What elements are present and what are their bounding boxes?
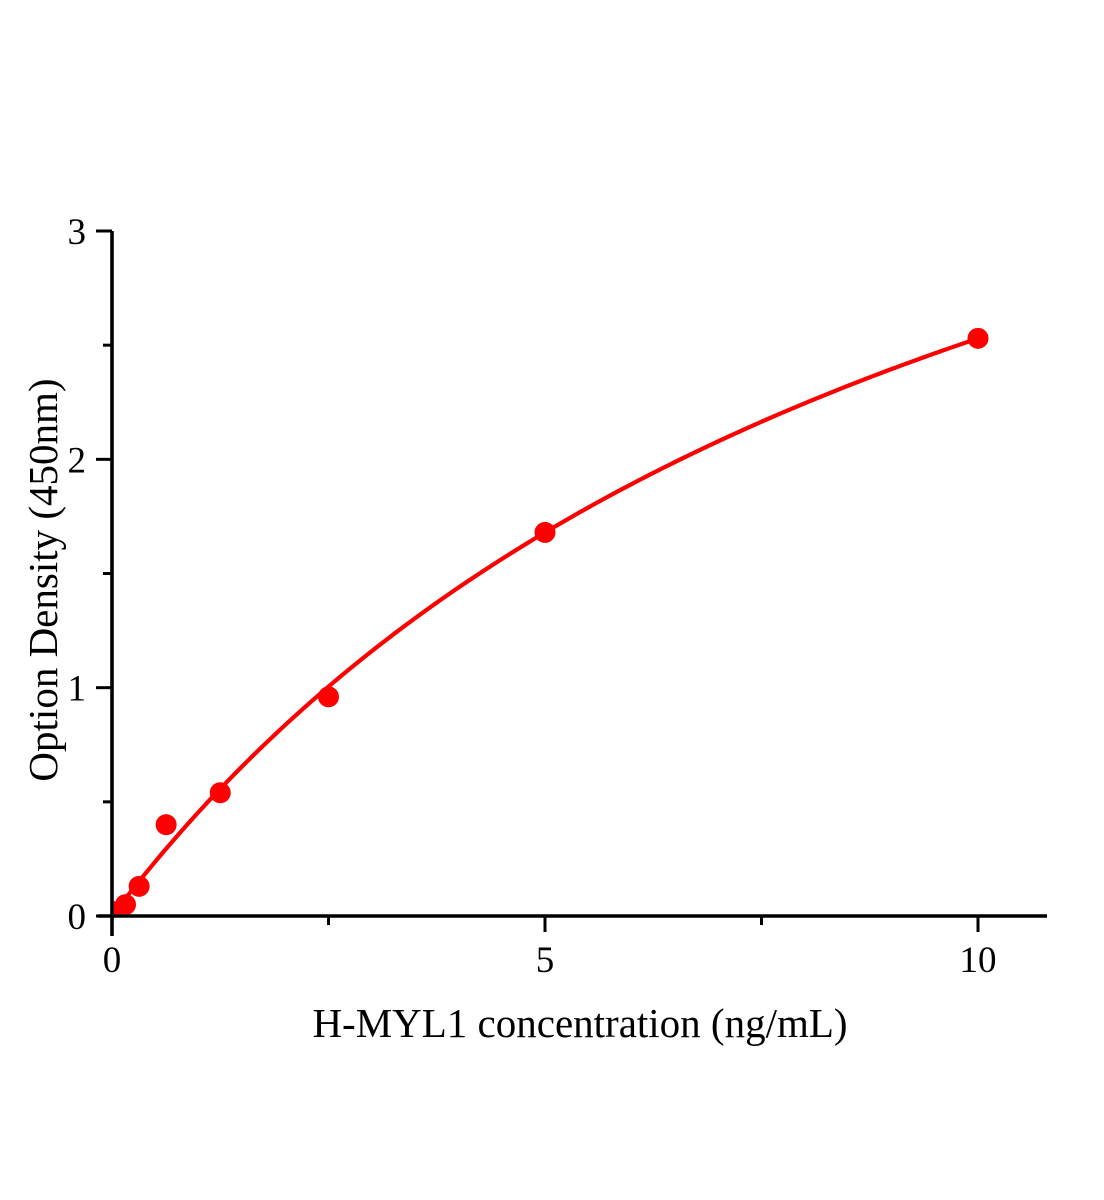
y-tick-label: 1 [68, 669, 87, 710]
x-axis-title: H-MYL1 concentration (ng/mL) [312, 1000, 848, 1046]
x-tick-label: 0 [103, 940, 122, 981]
data-point [128, 875, 150, 897]
x-tick-label: 10 [960, 940, 997, 981]
x-tick-label: 5 [536, 940, 555, 981]
y-axis-title: Option Density (450nm) [20, 378, 66, 782]
tick-marks [96, 229, 980, 932]
y-tick-label: 0 [68, 897, 87, 938]
fit-curve [113, 336, 981, 915]
data-point [209, 782, 231, 804]
data-point [318, 686, 339, 708]
data-point [115, 894, 137, 915]
data-point [534, 521, 556, 543]
y-tick-label: 3 [68, 212, 87, 253]
data-layer [113, 327, 989, 915]
axes [98, 231, 1047, 936]
tick-labels: 0 5 10 0 1 2 3 [68, 212, 997, 981]
y-tick-label: 2 [68, 440, 87, 481]
data-point [155, 814, 177, 836]
data-point [967, 327, 989, 349]
